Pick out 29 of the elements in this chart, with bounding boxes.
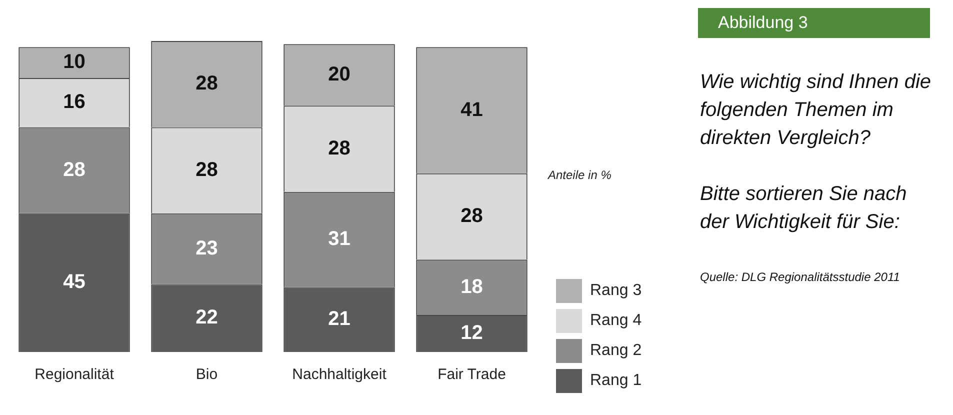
data-label: 28 <box>63 158 86 181</box>
x-tick-label: Nachhaltigkeit <box>292 366 388 384</box>
x-tick-label: Bio <box>196 366 218 384</box>
data-label: 10 <box>63 51 86 74</box>
source-note: Quelle: DLG Regionalitätsstudie 2011 <box>700 270 901 284</box>
data-label: 28 <box>460 205 483 228</box>
data-label: 20 <box>328 63 350 86</box>
text: Wie wichtig sind Ihnen die folgenden Themen im direkten Vergleich? <box>700 70 932 151</box>
text: Anteile in % <box>548 168 612 182</box>
legend-label: Rang 2 <box>590 342 642 360</box>
data-label: 21 <box>328 308 350 330</box>
data-label: 18 <box>460 276 483 298</box>
legend-label: Rang 4 <box>590 312 642 330</box>
text: Bitte sortieren Sie nach der Wichtigkeit für Sie: <box>700 182 908 235</box>
data-label: 23 <box>196 237 218 260</box>
legend-label: Rang 3 <box>590 282 642 300</box>
data-label: 22 <box>196 306 218 329</box>
text: Abbildung 3 <box>698 8 930 38</box>
data-label: 28 <box>328 137 350 160</box>
data-label: 31 <box>328 228 350 250</box>
data-label: 28 <box>196 158 218 181</box>
data-label: 45 <box>63 271 86 294</box>
x-tick-label: Regionalität <box>34 366 115 384</box>
data-label: 12 <box>460 322 483 344</box>
x-tick-label: Fair Trade <box>438 366 506 384</box>
data-label: 16 <box>63 91 86 114</box>
legend-label: Rang 1 <box>590 372 642 390</box>
data-label: 28 <box>196 72 218 95</box>
data-label: 41 <box>460 98 483 121</box>
